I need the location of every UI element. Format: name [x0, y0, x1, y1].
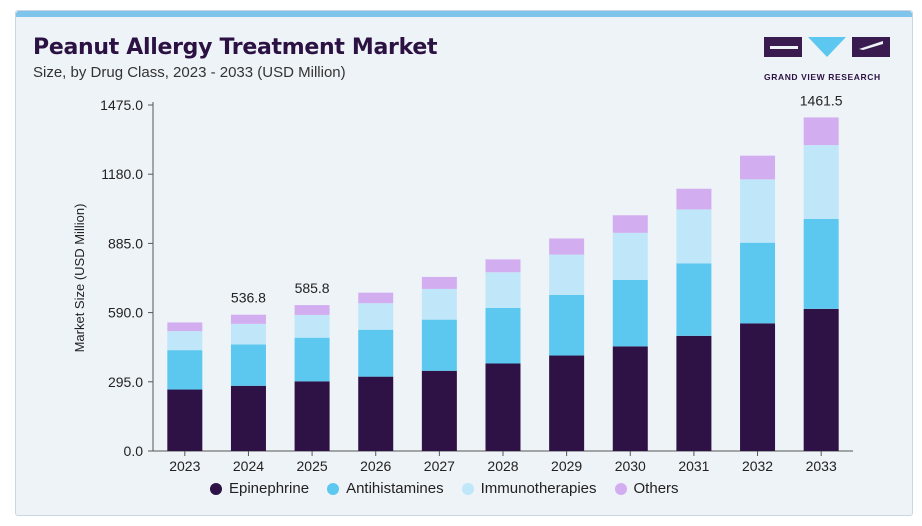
bar-epinephrine-2030 [612, 346, 648, 451]
bar-antihistamines-2033 [803, 219, 839, 309]
bar-epinephrine-2027 [421, 370, 457, 451]
legend-item-epinephrine: Epinephrine [210, 480, 309, 497]
bar-antihistamines-2024 [230, 344, 266, 386]
bar-immunotherapies-2026 [358, 303, 394, 330]
y-tick-label: 295.0 [108, 374, 143, 390]
bar-others-2028 [485, 259, 521, 273]
x-tick-label-2026: 2026 [360, 458, 391, 474]
bar-others-2027 [421, 276, 457, 289]
x-tick-label-2032: 2032 [742, 458, 773, 474]
top-accent-bar [16, 11, 912, 17]
chart-title: Peanut Allergy Treatment Market [33, 35, 438, 60]
bar-antihistamines-2027 [421, 319, 457, 371]
legend-label: Epinephrine [229, 480, 310, 497]
bar-others-2025 [294, 305, 330, 315]
y-tick-label: 0.0 [124, 443, 144, 459]
x-tick-label-2025: 2025 [297, 458, 328, 474]
logo-text: GRAND VIEW RESEARCH [764, 72, 881, 82]
bar-immunotherapies-2031 [676, 209, 712, 264]
legend-label: Antihistamines [346, 480, 444, 497]
bar-immunotherapies-2025 [294, 314, 330, 338]
legend-label: Others [633, 480, 679, 497]
y-tick-label: 590.0 [108, 305, 143, 321]
bar-epinephrine-2025 [294, 381, 330, 451]
bar-epinephrine-2026 [358, 376, 394, 451]
data-label-2024: 536.8 [231, 290, 266, 306]
x-tick-label-2027: 2027 [424, 458, 455, 474]
y-tick-label: 1180.0 [101, 166, 143, 182]
bar-others-2033 [803, 117, 839, 146]
grand-view-research-logo: GRAND VIEW RESEARCH [764, 35, 894, 83]
y-tick-label: 885.0 [108, 235, 143, 251]
bar-antihistamines-2029 [549, 295, 585, 356]
legend-swatch-icon [327, 482, 340, 495]
x-tick-label-2031: 2031 [678, 458, 709, 474]
bar-others-2024 [230, 314, 266, 324]
bar-epinephrine-2024 [230, 385, 266, 451]
legend-label: Immunotherapies [480, 480, 597, 497]
y-axis-label: Market Size (USD Million) [72, 204, 87, 353]
legend-swatch-icon [210, 482, 222, 495]
x-tick-label-2029: 2029 [551, 458, 582, 474]
chart-subtitle: Size, by Drug Class, 2023 - 2033 (USD Mi… [33, 64, 346, 81]
legend-item-immunotherapies: Immunotherapies [461, 480, 597, 497]
bar-immunotherapies-2023 [167, 331, 203, 351]
bar-antihistamines-2023 [167, 350, 203, 390]
x-tick-label-2033: 2033 [806, 458, 837, 474]
data-label-2033: 1461.5 [800, 92, 843, 108]
legend-item-others: Others [614, 480, 679, 497]
bar-antihistamines-2028 [485, 307, 521, 364]
x-tick-label-2023: 2023 [169, 458, 200, 474]
x-tick-label-2028: 2028 [487, 458, 518, 474]
bar-immunotherapies-2028 [485, 272, 521, 308]
bar-others-2029 [549, 238, 585, 255]
bar-antihistamines-2030 [612, 279, 648, 347]
bar-epinephrine-2029 [549, 355, 585, 451]
bar-immunotherapies-2024 [230, 323, 266, 345]
x-tick-label-2024: 2024 [233, 458, 264, 474]
bar-others-2032 [740, 155, 776, 180]
legend-swatch-icon [461, 482, 474, 495]
bar-epinephrine-2028 [485, 363, 521, 451]
bar-antihistamines-2032 [740, 242, 776, 324]
logo-mark-icon [764, 37, 890, 57]
legend-swatch-icon [614, 482, 627, 495]
data-label-2025: 585.8 [295, 280, 330, 296]
chart-legend: Epinephrine Antihistamines Immunotherapies… [210, 480, 679, 497]
bar-epinephrine-2032 [740, 323, 776, 451]
bar-antihistamines-2031 [676, 263, 712, 336]
bar-others-2023 [167, 322, 203, 332]
x-tick-label-2030: 2030 [615, 458, 646, 474]
bar-epinephrine-2033 [803, 308, 839, 451]
bar-epinephrine-2031 [676, 335, 712, 451]
bar-others-2030 [612, 215, 648, 233]
bar-immunotherapies-2030 [612, 232, 648, 280]
legend-item-antihistamines: Antihistamines [327, 480, 444, 497]
bar-antihistamines-2025 [294, 337, 330, 382]
bar-immunotherapies-2027 [421, 288, 457, 320]
bar-others-2031 [676, 188, 712, 210]
bar-epinephrine-2023 [167, 389, 203, 451]
bar-others-2026 [358, 292, 394, 304]
bar-immunotherapies-2033 [803, 145, 839, 220]
bar-immunotherapies-2032 [740, 179, 776, 243]
y-tick-label: 1475.0 [100, 97, 143, 113]
bar-immunotherapies-2029 [549, 254, 585, 296]
bar-antihistamines-2026 [358, 329, 394, 377]
